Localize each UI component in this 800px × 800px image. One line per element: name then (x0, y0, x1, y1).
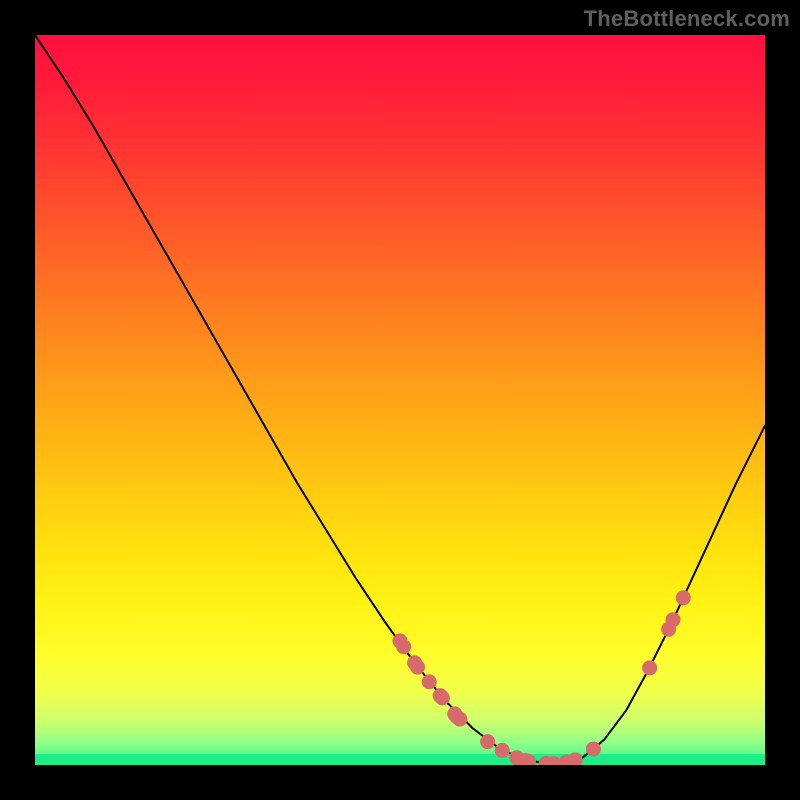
data-marker (642, 660, 657, 675)
data-marker (452, 712, 467, 727)
data-marker (410, 660, 425, 675)
data-marker (435, 690, 450, 705)
data-marker (676, 590, 691, 605)
watermark-text: TheBottleneck.com (584, 6, 790, 32)
data-marker (422, 674, 437, 689)
green-band (35, 754, 765, 765)
chart-svg (35, 35, 765, 765)
data-marker (480, 734, 495, 749)
data-marker (666, 612, 681, 627)
data-marker (495, 743, 510, 758)
data-marker (586, 741, 601, 756)
chart-frame: TheBottleneck.com (0, 0, 800, 800)
plot-area (35, 35, 765, 765)
data-marker (396, 639, 411, 654)
